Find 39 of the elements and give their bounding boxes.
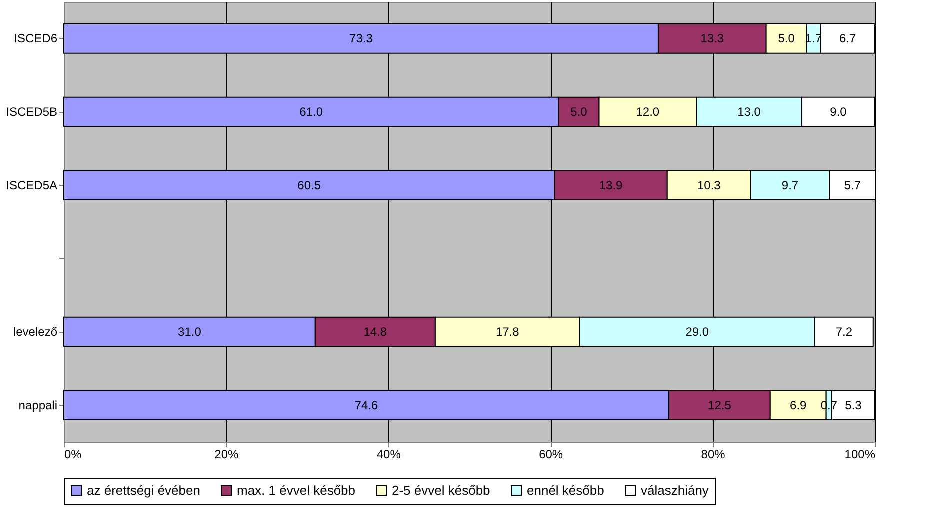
data-label: 10.3 [697, 178, 722, 192]
data-label: 13.9 [599, 178, 624, 192]
x-tick-label: 80% [701, 448, 726, 462]
data-label: 5.0 [570, 105, 588, 119]
x-tick-label: 0% [64, 448, 82, 462]
data-label: 14.8 [364, 325, 388, 339]
data-label: 29.0 [686, 325, 710, 339]
data-label: 61.0 [300, 105, 324, 119]
data-label: 6.9 [790, 398, 808, 412]
data-label: 17.8 [496, 325, 520, 339]
x-tick-label: 40% [376, 448, 402, 462]
data-label: 7.2 [836, 325, 853, 339]
y-tick-label: ISCED6 [14, 32, 58, 46]
data-label: 9.0 [830, 105, 848, 119]
data-label: 13.0 [738, 105, 762, 119]
data-label: 12.5 [708, 398, 732, 412]
y-tick-label: levelező [13, 325, 58, 339]
data-label: 12.0 [636, 105, 660, 119]
data-label: 5.3 [845, 398, 862, 412]
legend-label: ennél később [527, 482, 604, 498]
legend-label: válaszhiány [641, 482, 710, 498]
y-tick-label: ISCED5B [6, 105, 58, 119]
data-label: 13.3 [700, 32, 724, 46]
data-label: 5.7 [844, 178, 862, 192]
x-tick-label: 20% [214, 448, 240, 462]
legend-label: max. 1 évvel később [237, 482, 356, 498]
data-label: 31.0 [178, 325, 202, 339]
y-tick-label: ISCED5A [6, 178, 58, 192]
legend-label: az érettségi évében [87, 482, 200, 498]
x-tick-label: 60% [539, 448, 564, 462]
data-label: 6.7 [839, 32, 856, 46]
data-label: 74.6 [354, 398, 379, 412]
data-label: 9.7 [782, 178, 799, 192]
y-tick-label: nappali [18, 398, 58, 412]
data-label: 60.5 [298, 178, 322, 192]
data-label: 73.3 [350, 32, 374, 46]
x-tick-label: 100% [844, 448, 876, 462]
legend-label: 2-5 évvel később [392, 482, 490, 498]
data-label: 5.0 [778, 32, 796, 46]
